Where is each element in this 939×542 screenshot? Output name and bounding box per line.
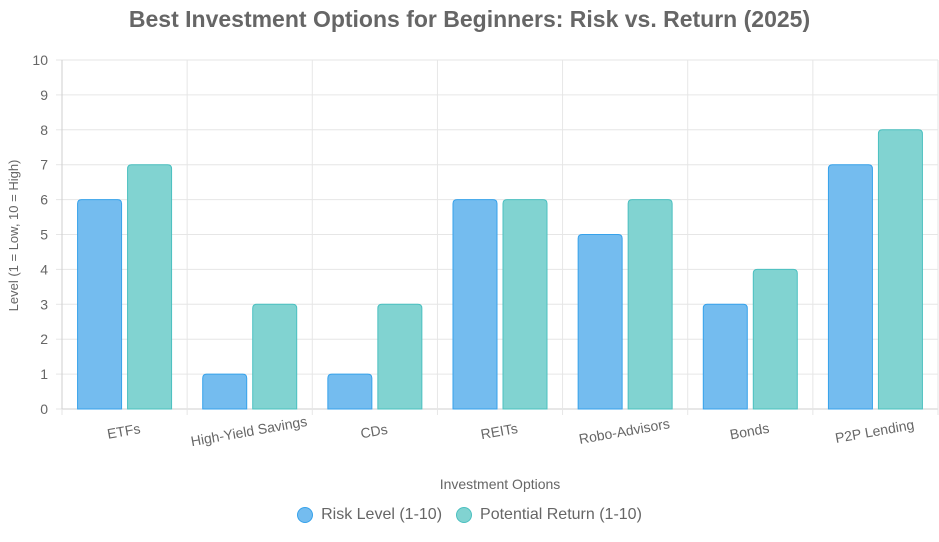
bar-risk-cds — [327, 373, 373, 410]
y-tick-label: 5 — [40, 227, 48, 243]
x-tick-label: Bonds — [728, 420, 770, 443]
y-tick-label: 9 — [40, 87, 48, 103]
bar-risk-high-yield-savings — [202, 373, 248, 410]
x-tick-label: P2P Lending — [834, 416, 916, 446]
y-axis-title: Level (1 = Low, 10 = High) — [6, 160, 21, 312]
x-tick-label: CDs — [359, 421, 389, 441]
y-tick-label: 8 — [40, 122, 48, 138]
bar-risk-p2p-lending — [827, 164, 873, 410]
x-tick-label: Robo-Advisors — [578, 415, 671, 447]
legend-item-return[interactable]: Potential Return (1-10) — [456, 506, 642, 524]
bar-return-bonds — [752, 268, 798, 410]
bar-risk-robo-advisors — [577, 234, 623, 410]
legend-swatch-return — [456, 507, 473, 523]
y-tick-label: 6 — [40, 192, 48, 208]
bar-risk-reits — [452, 199, 498, 410]
y-tick-label: 1 — [40, 366, 48, 382]
y-tick-label: 3 — [40, 296, 48, 312]
y-tick-label: 4 — [40, 261, 48, 277]
legend: Risk Level (1-10) Potential Return (1-10… — [0, 506, 939, 524]
y-tick-label: 7 — [40, 157, 48, 173]
x-tick-label: REITs — [479, 420, 519, 442]
bar-risk-bonds — [702, 303, 748, 410]
bar-return-robo-advisors — [627, 199, 673, 410]
bar-return-reits — [502, 199, 548, 410]
legend-label-risk: Risk Level (1-10) — [321, 506, 443, 523]
x-tick-label: High-Yield Savings — [189, 413, 308, 449]
legend-label-return: Potential Return (1-10) — [480, 506, 642, 523]
y-tick-label: 0 — [40, 401, 48, 417]
x-tick-label: ETFs — [106, 420, 142, 442]
y-tick-label: 2 — [40, 331, 48, 347]
bar-return-high-yield-savings — [252, 303, 298, 410]
bar-return-p2p-lending — [877, 129, 923, 410]
x-axis-title: Investment Options — [440, 476, 561, 492]
bar-return-cds — [377, 303, 423, 410]
legend-swatch-risk — [297, 507, 314, 523]
bar-return-etfs — [127, 164, 173, 410]
y-tick-label: 10 — [32, 52, 48, 68]
legend-item-risk[interactable]: Risk Level (1-10) — [297, 506, 442, 524]
chart-title: Best Investment Options for Beginners: R… — [128, 6, 811, 32]
bar-risk-etfs — [77, 199, 123, 410]
